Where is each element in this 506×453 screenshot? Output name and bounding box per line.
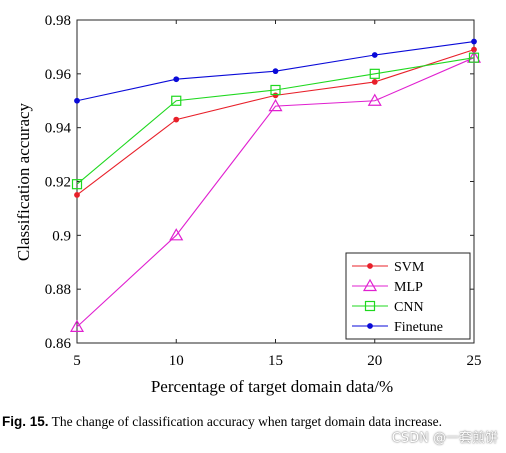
legend-label: SVM — [394, 260, 425, 275]
series-line — [76, 57, 475, 328]
data-point — [364, 300, 376, 312]
data-point — [369, 68, 380, 79]
y-axis-label: Classification accuracy — [14, 102, 33, 261]
y-tick-label: 0.9 — [52, 228, 71, 244]
data-point — [74, 192, 80, 198]
data-point — [367, 263, 373, 269]
legend-label: MLP — [394, 280, 423, 295]
legend: SVM MLP CNN Finetune — [345, 252, 471, 340]
series-layer — [69, 38, 482, 332]
series-mlp — [69, 50, 482, 332]
data-point — [171, 95, 182, 106]
data-point — [71, 179, 83, 190]
data-point — [471, 38, 477, 45]
legend-item-cnn: CNN — [352, 300, 424, 315]
y-tick-label: 0.92 — [45, 175, 71, 191]
x-tick-label: 10 — [169, 353, 184, 369]
x-tick-label: 25 — [467, 353, 482, 369]
figure-caption-label: Fig. 15. — [2, 414, 49, 429]
legend-item-svm: SVM — [352, 260, 425, 275]
data-point — [268, 98, 283, 112]
watermark: CSDN @一套煎饼 — [391, 431, 498, 446]
data-point — [468, 52, 480, 63]
data-point — [69, 319, 85, 332]
axes: 5 10 15 20 25 0.86 0.88 0.9 0.92 0.94 0.96 0.98 — [45, 13, 482, 369]
y-tick-label: 0.96 — [45, 67, 72, 83]
data-point — [272, 68, 279, 75]
series-finetune — [74, 38, 477, 104]
data-point — [367, 93, 382, 106]
data-point — [371, 52, 378, 58]
x-tick-label: 20 — [367, 353, 382, 369]
legend-item-finetune: Finetune — [352, 320, 443, 335]
series-svm — [74, 46, 477, 198]
y-tick-label: 0.86 — [45, 336, 72, 352]
data-point — [169, 228, 184, 241]
series-line — [76, 57, 475, 185]
data-point — [362, 278, 378, 292]
y-tick-label: 0.94 — [45, 121, 72, 137]
legend-label: Finetune — [394, 320, 443, 335]
series-cnn — [71, 52, 480, 190]
y-tick-label: 0.88 — [45, 282, 71, 298]
x-tick-label: 5 — [73, 353, 81, 369]
data-point — [173, 116, 180, 123]
figure-caption-text: The change of classification accuracy wh… — [51, 414, 442, 429]
figure-caption: Fig. 15. The change of classification ac… — [2, 412, 502, 431]
data-point — [367, 323, 373, 329]
legend-item-mlp: MLP — [352, 278, 423, 295]
x-axis-label: Percentage of target domain data/% — [151, 377, 393, 396]
y-tick-label: 0.98 — [45, 13, 71, 29]
x-tick-label: 15 — [268, 353, 283, 369]
line-chart: 5 10 15 20 25 0.86 0.88 0.9 0.92 0.94 0.96 0.98 SVM… — [14, 13, 482, 396]
data-point — [270, 84, 281, 96]
data-point — [272, 92, 279, 99]
data-point — [173, 76, 180, 83]
legend-box — [345, 252, 471, 340]
data-point — [371, 79, 378, 85]
data-point — [74, 97, 80, 104]
legend-label: CNN — [394, 300, 424, 315]
